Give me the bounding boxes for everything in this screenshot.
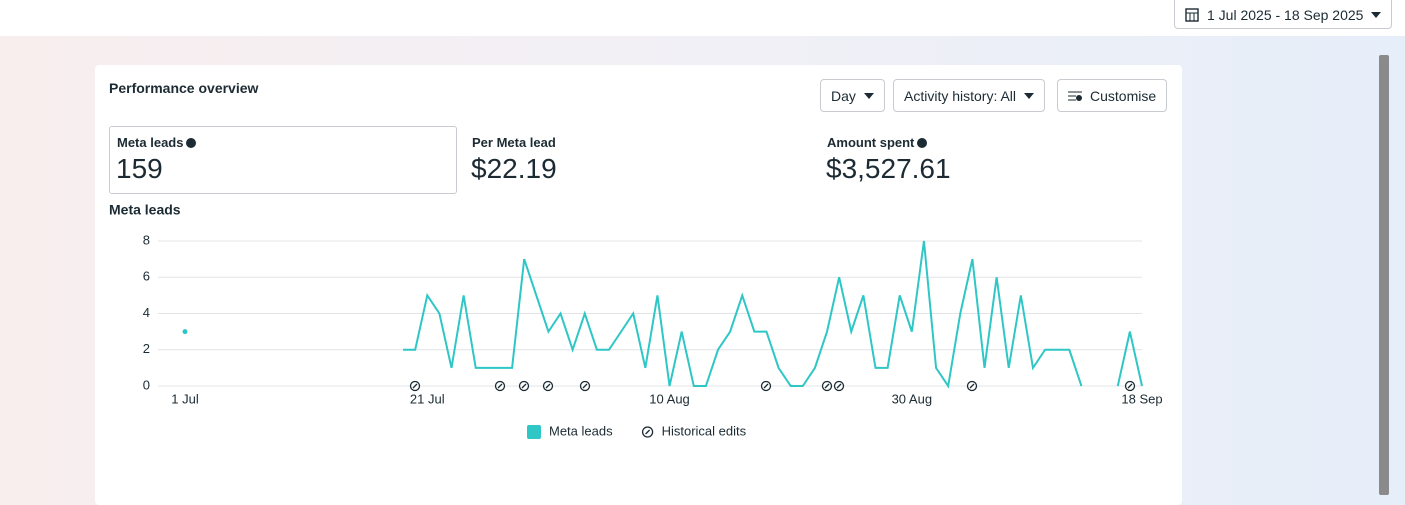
y-tick-label: 6 (143, 269, 150, 284)
x-tick-label: 30 Aug (892, 391, 933, 406)
scrollbar[interactable] (1379, 55, 1389, 495)
edit-marker-slash (497, 383, 503, 389)
caret (1024, 92, 1035, 99)
date-range: 1 Jul 2025 - 18 Sep 2025 (1207, 6, 1364, 23)
calendar-icon (1185, 7, 1199, 22)
metric-box[interactable] (109, 126, 457, 194)
y-tick-label: 8 (143, 232, 150, 247)
legend-label: Meta leads (549, 423, 613, 438)
metric-label-text: Amount spent (827, 135, 915, 150)
edit-marker-slash (412, 383, 418, 389)
period-button[interactable]: Day (820, 79, 885, 112)
x-tick-label: 21 Jul (410, 391, 445, 406)
x-tick-label: 18 Sep (1121, 391, 1162, 406)
legend-swatch (527, 425, 541, 439)
caret (1371, 11, 1382, 18)
edit-marker-slash (824, 383, 830, 389)
panel-title: Performance overview (109, 80, 259, 96)
top-bar (0, 0, 1405, 36)
date-range-button[interactable]: 1 Jul 2025 - 18 Sep 2025 (1174, 0, 1393, 29)
metric-label-text: Meta leads (117, 135, 184, 150)
y-tick-label: 2 (143, 341, 150, 356)
legend-edit-slash (645, 429, 651, 435)
x-tick-label: 1 Jul (171, 391, 199, 406)
caret (863, 92, 874, 99)
metric-value: 159 (116, 153, 163, 184)
customise-icon (1068, 91, 1082, 101)
metric-label: Amount spent (827, 135, 928, 150)
edit-marker-slash (582, 383, 588, 389)
metric-value: $3,527.61 (826, 153, 951, 184)
activity-button[interactable]: Activity history: All (893, 79, 1046, 112)
chart: Meta leads 0 2 4 6 8 1 Jul 21 Jul 10 Aug 30 Aug 1… (109, 202, 1163, 439)
edit-marker-slash (545, 383, 551, 389)
metric-value: $22.19 (471, 153, 557, 184)
data-point (182, 329, 188, 335)
activity: Activity history: All (904, 87, 1017, 104)
customise-button[interactable]: Customise (1057, 79, 1168, 112)
chart-title: Meta leads (109, 202, 181, 218)
edit-marker-slash (521, 383, 527, 389)
customise: Customise (1090, 87, 1157, 104)
edit-marker-slash (1127, 383, 1133, 389)
period: Day (831, 87, 856, 104)
edit-marker-slash (763, 383, 769, 389)
y-tick-label: 0 (143, 377, 150, 392)
metric-label: Per Meta lead (472, 135, 556, 150)
info-icon (186, 138, 197, 148)
metric-label: Meta leads (117, 135, 197, 150)
edit-marker-slash (969, 383, 975, 389)
data-line (1116, 331, 1143, 387)
x-tick-label: 10 Aug (649, 391, 690, 406)
edit-marker-slash (836, 383, 842, 389)
performance-card (95, 65, 1182, 505)
data-line (403, 240, 1083, 389)
info-icon (917, 138, 928, 148)
y-tick-label: 4 (143, 305, 150, 320)
legend-label: Historical edits (662, 423, 747, 438)
